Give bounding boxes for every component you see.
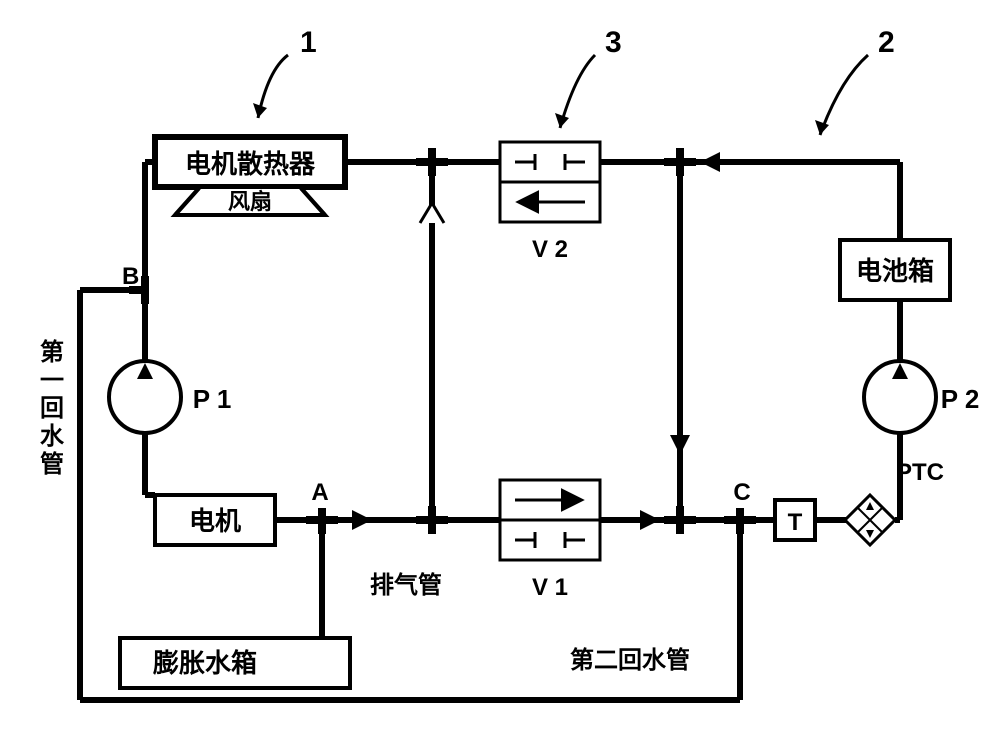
node-B-label: B <box>122 263 139 290</box>
battery-label: 电池箱 <box>856 256 934 286</box>
battery-box: 电池箱 <box>840 240 950 300</box>
tee-A <box>306 508 338 534</box>
tee-C <box>724 508 756 534</box>
temp-label: T <box>788 509 803 536</box>
valve-v1-label: V 1 <box>532 574 568 601</box>
pump-p1: P 1 <box>109 361 231 433</box>
valve-v1: V 1 <box>500 480 600 601</box>
motor-label: 电机 <box>189 506 241 536</box>
valve-v2-label: V 2 <box>532 236 568 263</box>
svg-text:1: 1 <box>300 26 317 59</box>
svg-text:3: 3 <box>605 26 622 59</box>
pump-p2: P 2 <box>864 361 979 433</box>
pump-p2-label: P 2 <box>941 384 980 414</box>
temp-sensor: T <box>775 500 815 540</box>
tee-bot-mid <box>416 506 448 534</box>
node-C-label: C <box>733 479 750 506</box>
pipe2-label: 第二回水管 <box>570 646 690 674</box>
callout-2: 2 <box>815 26 895 135</box>
ptc-heater: PTC <box>845 459 944 545</box>
pipe1-label: 第一回水管 <box>40 338 65 478</box>
fan-label: 风扇 <box>228 189 272 214</box>
exhaust-label: 排气管 <box>370 571 442 599</box>
pump-p1-label: P 1 <box>193 384 232 414</box>
valve-v2: V 2 <box>500 142 600 263</box>
tee-top-right <box>664 148 696 176</box>
tee-top-mid <box>416 148 448 176</box>
callout-3: 3 <box>555 26 622 128</box>
radiator-block: 电机散热器 风扇 <box>155 137 345 215</box>
arrow-bot-right <box>640 510 660 530</box>
node-A-label: A <box>311 479 328 506</box>
schematic-canvas: 电机散热器 风扇 电池箱 电机 膨胀水箱 T P 1 P 2 <box>0 0 1000 738</box>
svg-text:2: 2 <box>878 26 895 59</box>
arrow-right-down <box>670 435 690 455</box>
arrow-top-left <box>700 152 720 172</box>
motor-box: 电机 <box>155 495 275 545</box>
svg-text:第一回水管: 第一回水管 <box>40 338 65 478</box>
expansion-tank: 膨胀水箱 <box>120 638 350 688</box>
ptc-label: PTC <box>896 459 944 486</box>
tank-label: 膨胀水箱 <box>153 648 257 678</box>
tee-bot-right <box>664 506 696 534</box>
callout-1: 1 <box>253 26 317 118</box>
radiator-label: 电机散热器 <box>185 149 316 179</box>
arrow-A-right <box>352 510 372 530</box>
